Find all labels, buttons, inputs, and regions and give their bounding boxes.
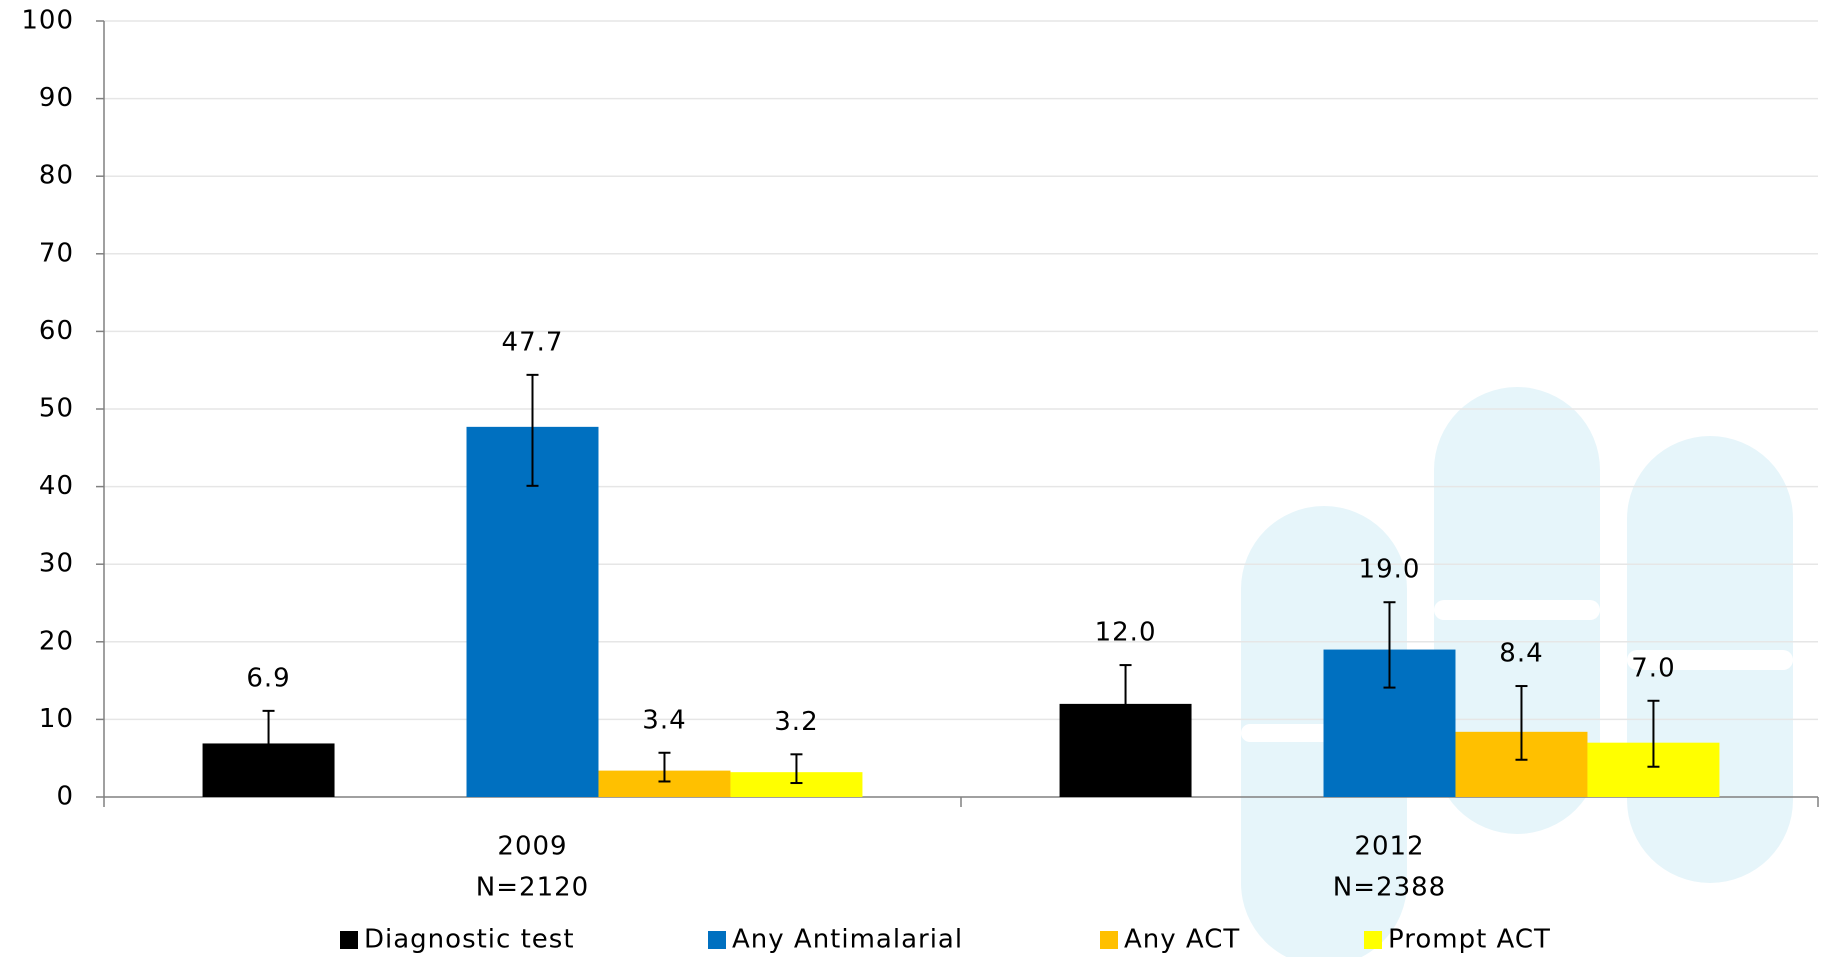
legend-swatch (340, 931, 358, 949)
value-label: 8.4 (1499, 639, 1543, 669)
value-label: 3.4 (642, 705, 686, 735)
y-tick-label: 100 (21, 6, 74, 36)
legend-swatch (1100, 931, 1118, 949)
x-tick-sublabel: N=2388 (1333, 873, 1446, 903)
x-tick-sublabel: N=2120 (476, 873, 589, 903)
y-tick-label: 70 (39, 238, 74, 268)
value-label: 3.2 (774, 707, 818, 737)
y-tick-label: 10 (39, 704, 74, 734)
y-tick-label: 90 (39, 83, 74, 113)
y-tick-label: 60 (39, 316, 74, 346)
x-tick-label: 2009 (497, 832, 567, 862)
y-tick-label: 0 (56, 782, 74, 812)
value-label: 6.9 (246, 663, 290, 693)
legend-swatch (708, 931, 726, 949)
value-label: 12.0 (1095, 618, 1157, 648)
bar (466, 426, 599, 797)
y-tick-label: 20 (39, 626, 74, 656)
y-tick-label: 80 (39, 161, 74, 191)
legend-label: Any Antimalarial (732, 925, 963, 955)
legend-swatch (1364, 931, 1382, 949)
legend-label: Prompt ACT (1388, 925, 1551, 955)
value-label: 19.0 (1359, 555, 1421, 585)
value-label: 7.0 (1631, 653, 1675, 683)
x-tick-label: 2012 (1354, 832, 1424, 862)
legend-label: Any ACT (1124, 925, 1240, 955)
value-label: 47.7 (502, 327, 564, 357)
y-tick-label: 40 (39, 471, 74, 501)
y-tick-label: 50 (39, 394, 74, 424)
legend-label: Diagnostic test (364, 925, 575, 955)
y-tick-label: 30 (39, 549, 74, 579)
